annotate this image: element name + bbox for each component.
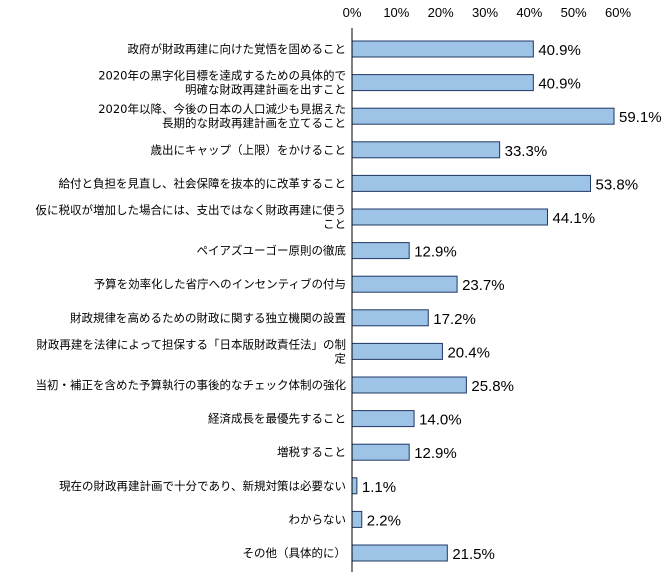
category-label: 長期的な財政再建計画を立てること: [162, 116, 346, 130]
category-label: 2020年以降、今後の日本の人口減少も見据えた: [98, 102, 346, 116]
bar: [351, 208, 549, 226]
bar: [351, 107, 615, 125]
category-labels: 政府が財政再建に向けた覚悟を固めること 2020年の黒字化目標を達成するための具体…: [36, 42, 347, 560]
value-label: 20.4%: [447, 344, 490, 361]
category-label: 政府が財政再建に向けた覚悟を固めること: [128, 42, 347, 56]
x-tick-label: 10%: [383, 5, 409, 20]
category-label: 給付と負担を見直し、社会保障を抜本的に改革すること: [59, 176, 347, 190]
category-label: 財政規律を高めるための財政に関する独立機関の設置: [70, 311, 346, 325]
category-label: 定: [335, 351, 347, 365]
value-label: 1.1%: [362, 479, 396, 496]
x-tick-label: 30%: [472, 5, 498, 20]
x-tick-label: 20%: [428, 5, 454, 20]
bar: [351, 544, 448, 562]
bar: [351, 510, 363, 528]
bar: [351, 477, 358, 495]
bar: [351, 74, 534, 92]
bar: [351, 275, 458, 293]
x-tick-label: 0%: [343, 5, 362, 20]
value-label: 17.2%: [433, 311, 476, 328]
category-label: 2020年の黒字化目標を達成するための具体的で: [98, 69, 346, 83]
category-label: その他（具体的に）: [243, 546, 347, 560]
category-label: 財政再建を法律によって担保する「日本版財政責任法」の制: [36, 337, 346, 351]
category-label: 増税すること: [277, 445, 346, 459]
bar: [351, 174, 592, 192]
category-label: 予算を効率化した省庁へのインセンティブの付与: [94, 277, 346, 291]
category-label: ペイアズユーゴー原則の徹底: [197, 244, 347, 258]
bar: [351, 443, 410, 461]
bar: [351, 141, 501, 159]
value-label: 25.8%: [471, 378, 514, 395]
value-label: 33.3%: [505, 143, 548, 160]
value-label: 44.1%: [553, 210, 596, 227]
value-label: 40.9%: [538, 42, 581, 59]
category-label: 現在の財政再建計画で十分であり、新規対策は必要ない: [59, 479, 346, 493]
value-label: 2.2%: [367, 512, 401, 529]
category-label: こと: [323, 217, 346, 231]
x-axis-ticks: 0% 10% 20% 30% 40% 50% 60%: [343, 5, 632, 20]
value-label: 40.9%: [538, 76, 581, 93]
bar: [351, 376, 467, 394]
bar: [351, 242, 410, 260]
category-label: 当初・補正を含めた予算執行の事後的なチェック体制の強化: [36, 378, 347, 392]
bar: [351, 342, 443, 360]
bar: [351, 410, 415, 428]
value-label: 23.7%: [462, 277, 505, 294]
value-label: 21.5%: [452, 546, 495, 563]
category-label: わからない: [289, 512, 347, 526]
value-label: 53.8%: [596, 176, 639, 193]
value-label: 12.9%: [414, 445, 457, 462]
x-tick-label: 50%: [561, 5, 587, 20]
category-label: 仮に税収が増加した場合には、支出ではなく財政再建に使う: [36, 203, 347, 217]
value-label: 12.9%: [414, 244, 457, 261]
category-label: 明確な財政再建計画を出すこと: [185, 83, 346, 97]
category-label: 歳出にキャップ（上限）をかけること: [151, 143, 347, 157]
x-tick-label: 60%: [605, 5, 631, 20]
value-labels: 40.9% 40.9% 59.1% 33.3% 53.8%44.1% 12.9% 23.7%…: [362, 42, 662, 563]
x-tick-label: 40%: [516, 5, 542, 20]
value-label: 59.1%: [619, 109, 662, 126]
category-label: 経済成長を最優先すること: [208, 412, 346, 426]
value-label: 14.0%: [419, 412, 462, 429]
bar: [351, 309, 429, 327]
bar: [351, 40, 534, 58]
